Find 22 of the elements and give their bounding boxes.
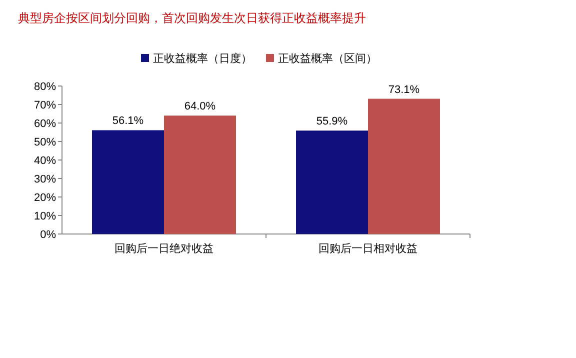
y-tick-label: 30% bbox=[34, 174, 56, 186]
legend-label: 正收益概率（日度） bbox=[153, 52, 252, 65]
bar bbox=[296, 130, 368, 234]
y-tick-label: 80% bbox=[34, 81, 56, 93]
y-tick-label: 70% bbox=[34, 100, 56, 112]
data-label: 64.0% bbox=[184, 100, 216, 113]
data-label: 56.1% bbox=[112, 115, 144, 128]
y-tick-label: 10% bbox=[34, 210, 56, 222]
data-label: 55.9% bbox=[316, 116, 348, 128]
bar bbox=[164, 116, 236, 234]
y-tick-label: 0% bbox=[40, 229, 56, 241]
y-tick-label: 40% bbox=[34, 155, 56, 167]
bar bbox=[92, 130, 164, 234]
y-tick-label: 50% bbox=[34, 136, 56, 148]
chart-title: 典型房企按区间划分回购，首次回购发生次日获得正收益概率提升 bbox=[18, 11, 366, 25]
x-tick-label: 回购后一日相对收益 bbox=[318, 242, 418, 255]
legend-label: 正收益概率（区间） bbox=[278, 52, 377, 65]
data-label: 73.1% bbox=[388, 84, 420, 96]
bar bbox=[368, 98, 440, 234]
y-tick-label: 60% bbox=[34, 118, 56, 130]
y-tick-label: 20% bbox=[34, 192, 56, 204]
x-tick-label: 回购后一日绝对收益 bbox=[114, 242, 214, 255]
